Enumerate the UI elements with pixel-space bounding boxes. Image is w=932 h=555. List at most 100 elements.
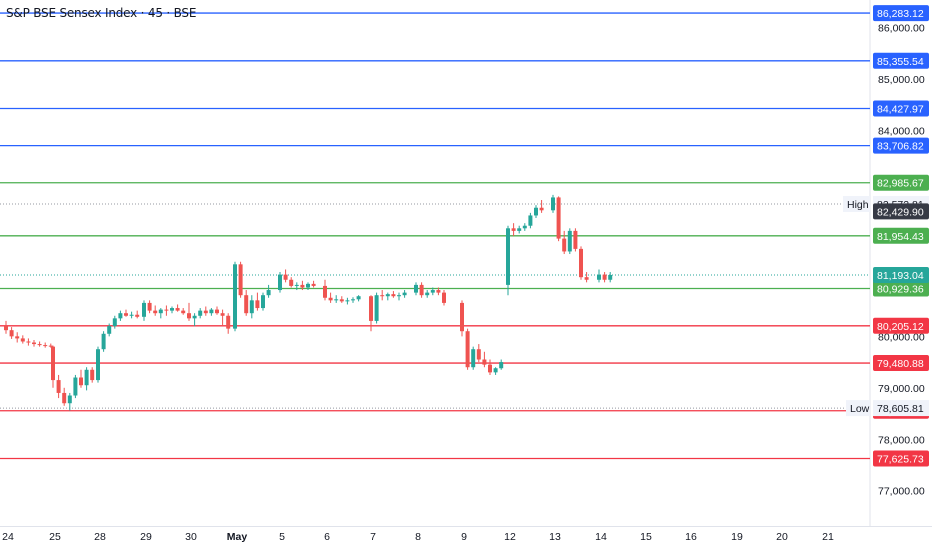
candle-down[interactable]	[238, 264, 243, 296]
candle-up[interactable]	[425, 292, 430, 296]
candle-up[interactable]	[499, 362, 504, 369]
candle-up[interactable]	[471, 349, 476, 368]
candle-down[interactable]	[203, 310, 208, 314]
candle-down[interactable]	[124, 313, 128, 316]
candle-up[interactable]	[414, 284, 418, 293]
candle-up[interactable]	[397, 295, 401, 297]
candle-up[interactable]	[294, 284, 299, 286]
candle-up[interactable]	[101, 333, 106, 350]
candle-down[interactable]	[584, 277, 589, 280]
candle-up[interactable]	[551, 197, 555, 211]
candle-down[interactable]	[419, 284, 424, 296]
candle-down[interactable]	[226, 315, 231, 329]
candle-down[interactable]	[488, 364, 492, 373]
candle-down[interactable]	[482, 359, 487, 365]
candle-down[interactable]	[539, 207, 544, 211]
candle-down[interactable]	[147, 302, 152, 311]
candle-down[interactable]	[164, 309, 169, 311]
candle-up[interactable]	[278, 274, 282, 291]
candle-down[interactable]	[9, 330, 14, 337]
candle-up[interactable]	[493, 368, 498, 373]
candle-up[interactable]	[112, 318, 117, 327]
candle-up[interactable]	[534, 207, 538, 216]
candle-up[interactable]	[522, 225, 527, 229]
candle-up[interactable]	[209, 309, 214, 314]
candle-up[interactable]	[608, 274, 613, 280]
candle-down[interactable]	[300, 284, 305, 288]
candle-up[interactable]	[306, 283, 310, 288]
candle-down[interactable]	[380, 295, 385, 297]
candle-up[interactable]	[198, 310, 203, 316]
candle-up[interactable]	[402, 292, 407, 296]
candle-down[interactable]	[602, 274, 607, 280]
candle-down[interactable]	[579, 248, 583, 278]
candle-down[interactable]	[48, 345, 53, 347]
candle-up[interactable]	[233, 264, 237, 329]
candle-up[interactable]	[385, 294, 390, 297]
candle-down[interactable]	[220, 313, 225, 316]
candle-down[interactable]	[311, 283, 316, 286]
candle-down[interactable]	[460, 302, 464, 332]
candle-up[interactable]	[266, 290, 271, 296]
candle-down[interactable]	[26, 341, 31, 343]
candle-down[interactable]	[339, 299, 344, 302]
candle-down[interactable]	[328, 297, 333, 301]
candle-down[interactable]	[20, 338, 25, 342]
candle-up[interactable]	[528, 215, 533, 226]
candle-down[interactable]	[37, 344, 42, 346]
candle-down[interactable]	[562, 238, 567, 252]
candle-up[interactable]	[430, 290, 435, 293]
candle-down[interactable]	[391, 294, 396, 297]
candle-down[interactable]	[32, 342, 36, 345]
candle-down[interactable]	[255, 300, 260, 309]
candle-down[interactable]	[476, 349, 481, 360]
candle-down[interactable]	[244, 295, 249, 314]
candle-up[interactable]	[374, 295, 379, 321]
candle-up[interactable]	[597, 274, 601, 280]
candle-up[interactable]	[351, 299, 355, 301]
candle-down[interactable]	[511, 228, 516, 231]
candle-down[interactable]	[135, 314, 140, 317]
candle-down[interactable]	[181, 310, 186, 314]
candle-up[interactable]	[517, 228, 522, 231]
candle-down[interactable]	[79, 377, 83, 386]
candle-up[interactable]	[261, 295, 265, 309]
candle-down[interactable]	[51, 346, 55, 381]
candle-up[interactable]	[334, 299, 339, 301]
candle-up[interactable]	[118, 313, 123, 319]
candle-down[interactable]	[175, 308, 180, 311]
candle-up[interactable]	[506, 228, 510, 285]
candle-down[interactable]	[323, 285, 327, 298]
candle-down[interactable]	[289, 279, 294, 286]
candle-up[interactable]	[170, 308, 174, 311]
candle-up[interactable]	[249, 300, 254, 314]
candle-up[interactable]	[107, 326, 112, 334]
candle-up[interactable]	[345, 300, 350, 302]
candle-up[interactable]	[192, 315, 197, 319]
candle-down[interactable]	[215, 309, 219, 314]
candle-down[interactable]	[90, 369, 95, 381]
candle-down[interactable]	[442, 292, 446, 303]
candle-down[interactable]	[573, 230, 578, 249]
candle-up[interactable]	[356, 296, 361, 300]
candle-up[interactable]	[96, 349, 100, 381]
candle-down[interactable]	[56, 380, 61, 393]
candle-down[interactable]	[436, 290, 441, 293]
candle-up[interactable]	[158, 309, 163, 314]
candle-up[interactable]	[129, 314, 134, 316]
candle-down[interactable]	[187, 313, 191, 319]
candle-down[interactable]	[62, 392, 67, 404]
candle-up[interactable]	[84, 369, 89, 386]
candle-down[interactable]	[556, 197, 561, 239]
candle-down[interactable]	[43, 345, 48, 347]
candle-down[interactable]	[15, 336, 20, 339]
candle-down[interactable]	[369, 296, 373, 321]
candle-up[interactable]	[73, 377, 78, 396]
candle-down[interactable]	[283, 274, 288, 280]
candle-down[interactable]	[465, 331, 470, 368]
candle-down[interactable]	[153, 310, 158, 314]
candle-up[interactable]	[567, 230, 572, 252]
candle-up[interactable]	[67, 395, 72, 404]
